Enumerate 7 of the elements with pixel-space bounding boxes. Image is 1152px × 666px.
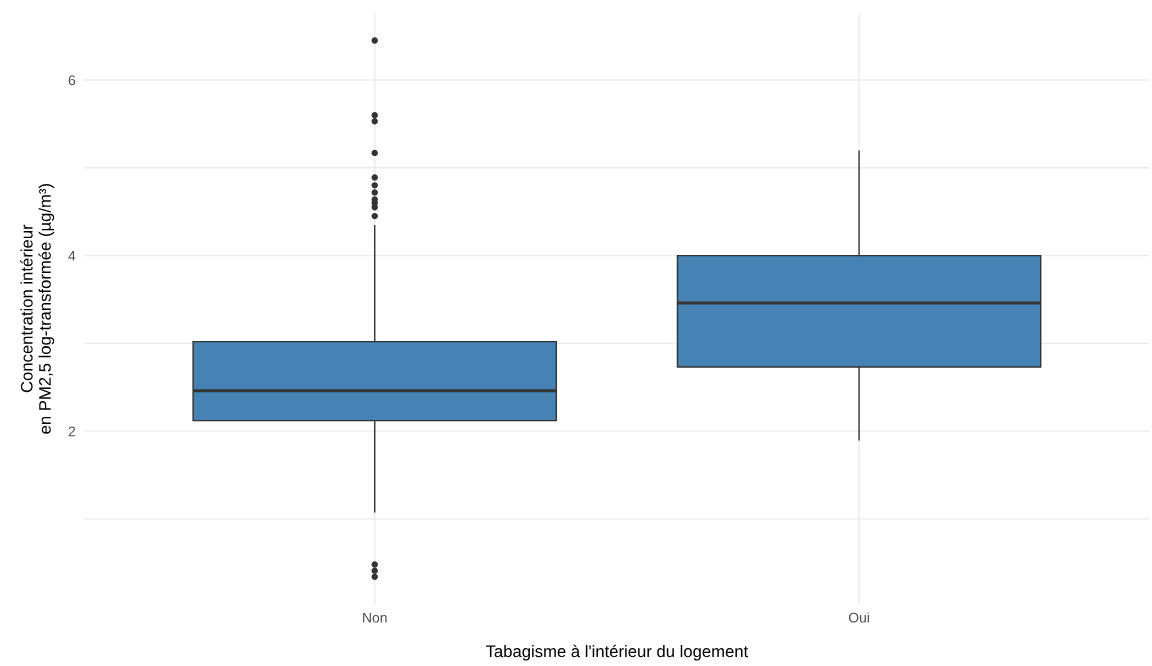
x-tick-label: Non bbox=[363, 612, 387, 623]
x-tick-label: Oui bbox=[848, 612, 869, 623]
y-tick-label: 2 bbox=[68, 426, 76, 437]
x-axis-title: Tabagisme à l'intérieur du logement bbox=[485, 644, 749, 661]
y-tick-label: 4 bbox=[68, 251, 76, 261]
y-tick-label: 6 bbox=[68, 75, 76, 86]
y-axis-title: Concentration intérieur en PM2,5 log-transformée (µg/m³) bbox=[20, 184, 55, 434]
